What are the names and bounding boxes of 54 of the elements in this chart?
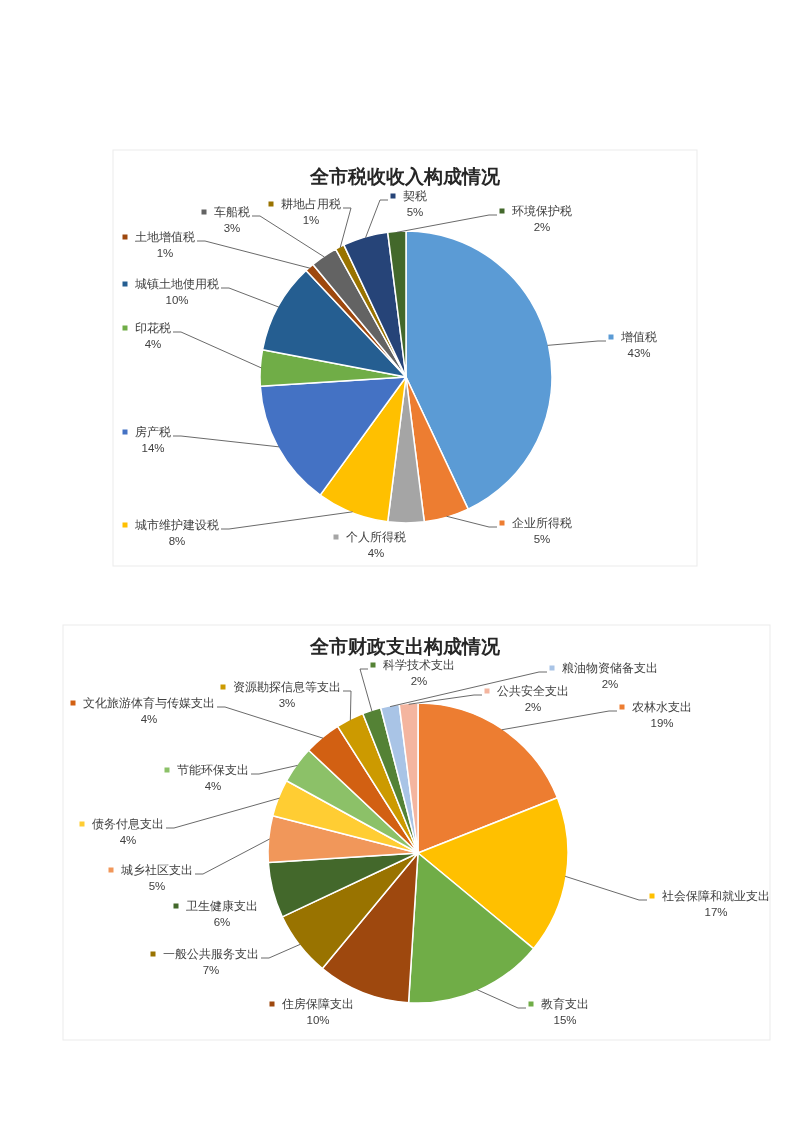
legend-label: 社会保障和就业支出 xyxy=(662,889,770,902)
data-label: 5% xyxy=(406,205,424,218)
data-label: 2% xyxy=(533,220,551,233)
data-label: 5% xyxy=(148,879,166,892)
legend-label: 卫生健康支出 xyxy=(186,899,258,912)
data-label: 4% xyxy=(144,337,162,350)
data-label: 10% xyxy=(306,1013,330,1026)
data-label: 10% xyxy=(165,293,189,306)
legend-label: 印花税 xyxy=(135,322,171,334)
legend-label: 资源勘探信息等支出 xyxy=(233,681,341,693)
data-label: 43% xyxy=(627,346,651,359)
legend-label: 公共安全支出 xyxy=(497,684,569,697)
data-label: 5% xyxy=(533,532,551,545)
legend-label: 环境保护税 xyxy=(512,204,572,217)
legend-label: 土地增值税 xyxy=(135,231,195,243)
data-label: 1% xyxy=(302,213,320,226)
legend-label: 教育支出 xyxy=(541,997,589,1010)
legend-label: 城市维护建设税 xyxy=(134,518,219,531)
legend-label: 粮油物资储备支出 xyxy=(562,662,658,674)
legend-label: 文化旅游体育与传媒支出 xyxy=(83,696,215,709)
legend-label: 农林水支出 xyxy=(632,701,692,713)
data-label: 4% xyxy=(119,833,137,846)
data-label: 17% xyxy=(704,905,728,918)
data-label: 7% xyxy=(202,963,220,976)
legend-label: 房产税 xyxy=(135,425,171,438)
data-label: 2% xyxy=(524,700,542,713)
legend-label: 一般公共服务支出 xyxy=(163,948,259,960)
data-label: 8% xyxy=(168,534,186,547)
data-label: 2% xyxy=(410,674,428,687)
data-label: 15% xyxy=(553,1013,577,1026)
data-label: 1% xyxy=(156,246,174,259)
legend-label: 增值税 xyxy=(620,331,657,343)
data-label: 4% xyxy=(204,779,222,792)
legend-label: 契税 xyxy=(403,190,427,202)
data-label: 19% xyxy=(650,716,674,729)
text: 全市税收收入构成情况 xyxy=(309,165,501,187)
data-label: 4% xyxy=(140,712,158,725)
legend-label: 车船税 xyxy=(214,205,250,218)
data-label: 14% xyxy=(141,441,165,454)
data-label: 2% xyxy=(601,677,619,690)
legend-label: 住房保障支出 xyxy=(281,997,354,1010)
data-label: 3% xyxy=(278,696,296,709)
legend-label: 城镇土地使用税 xyxy=(134,278,219,290)
data-label: 6% xyxy=(213,915,231,928)
data-label: 4% xyxy=(367,546,385,559)
legend-label: 耕地占用税 xyxy=(281,198,341,210)
legend-label: 债务付息支出 xyxy=(92,818,164,830)
legend-label: 城乡社区支出 xyxy=(120,864,193,876)
legend-label: 企业所得税 xyxy=(512,517,572,529)
legend-label: 个人所得税 xyxy=(346,531,406,543)
text: 全市财政支出构成情况 xyxy=(309,635,501,657)
legend-label: 科学技术支出 xyxy=(383,659,455,671)
legend-label: 节能环保支出 xyxy=(177,764,249,776)
data-label: 3% xyxy=(223,221,241,234)
